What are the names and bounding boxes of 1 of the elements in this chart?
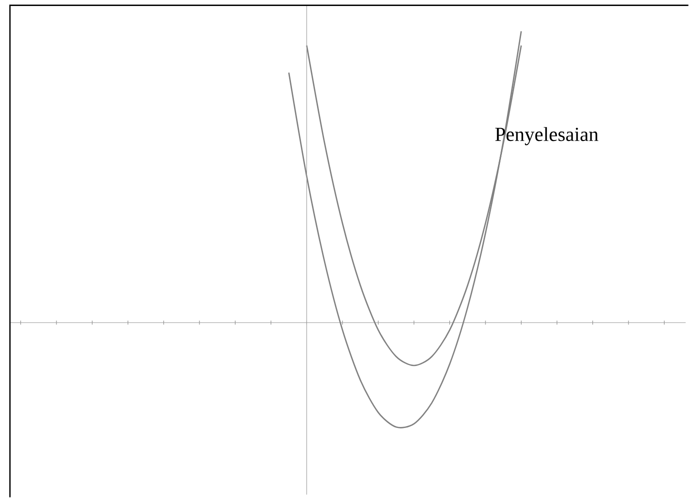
annotation: Penyelesaian xyxy=(495,127,598,146)
